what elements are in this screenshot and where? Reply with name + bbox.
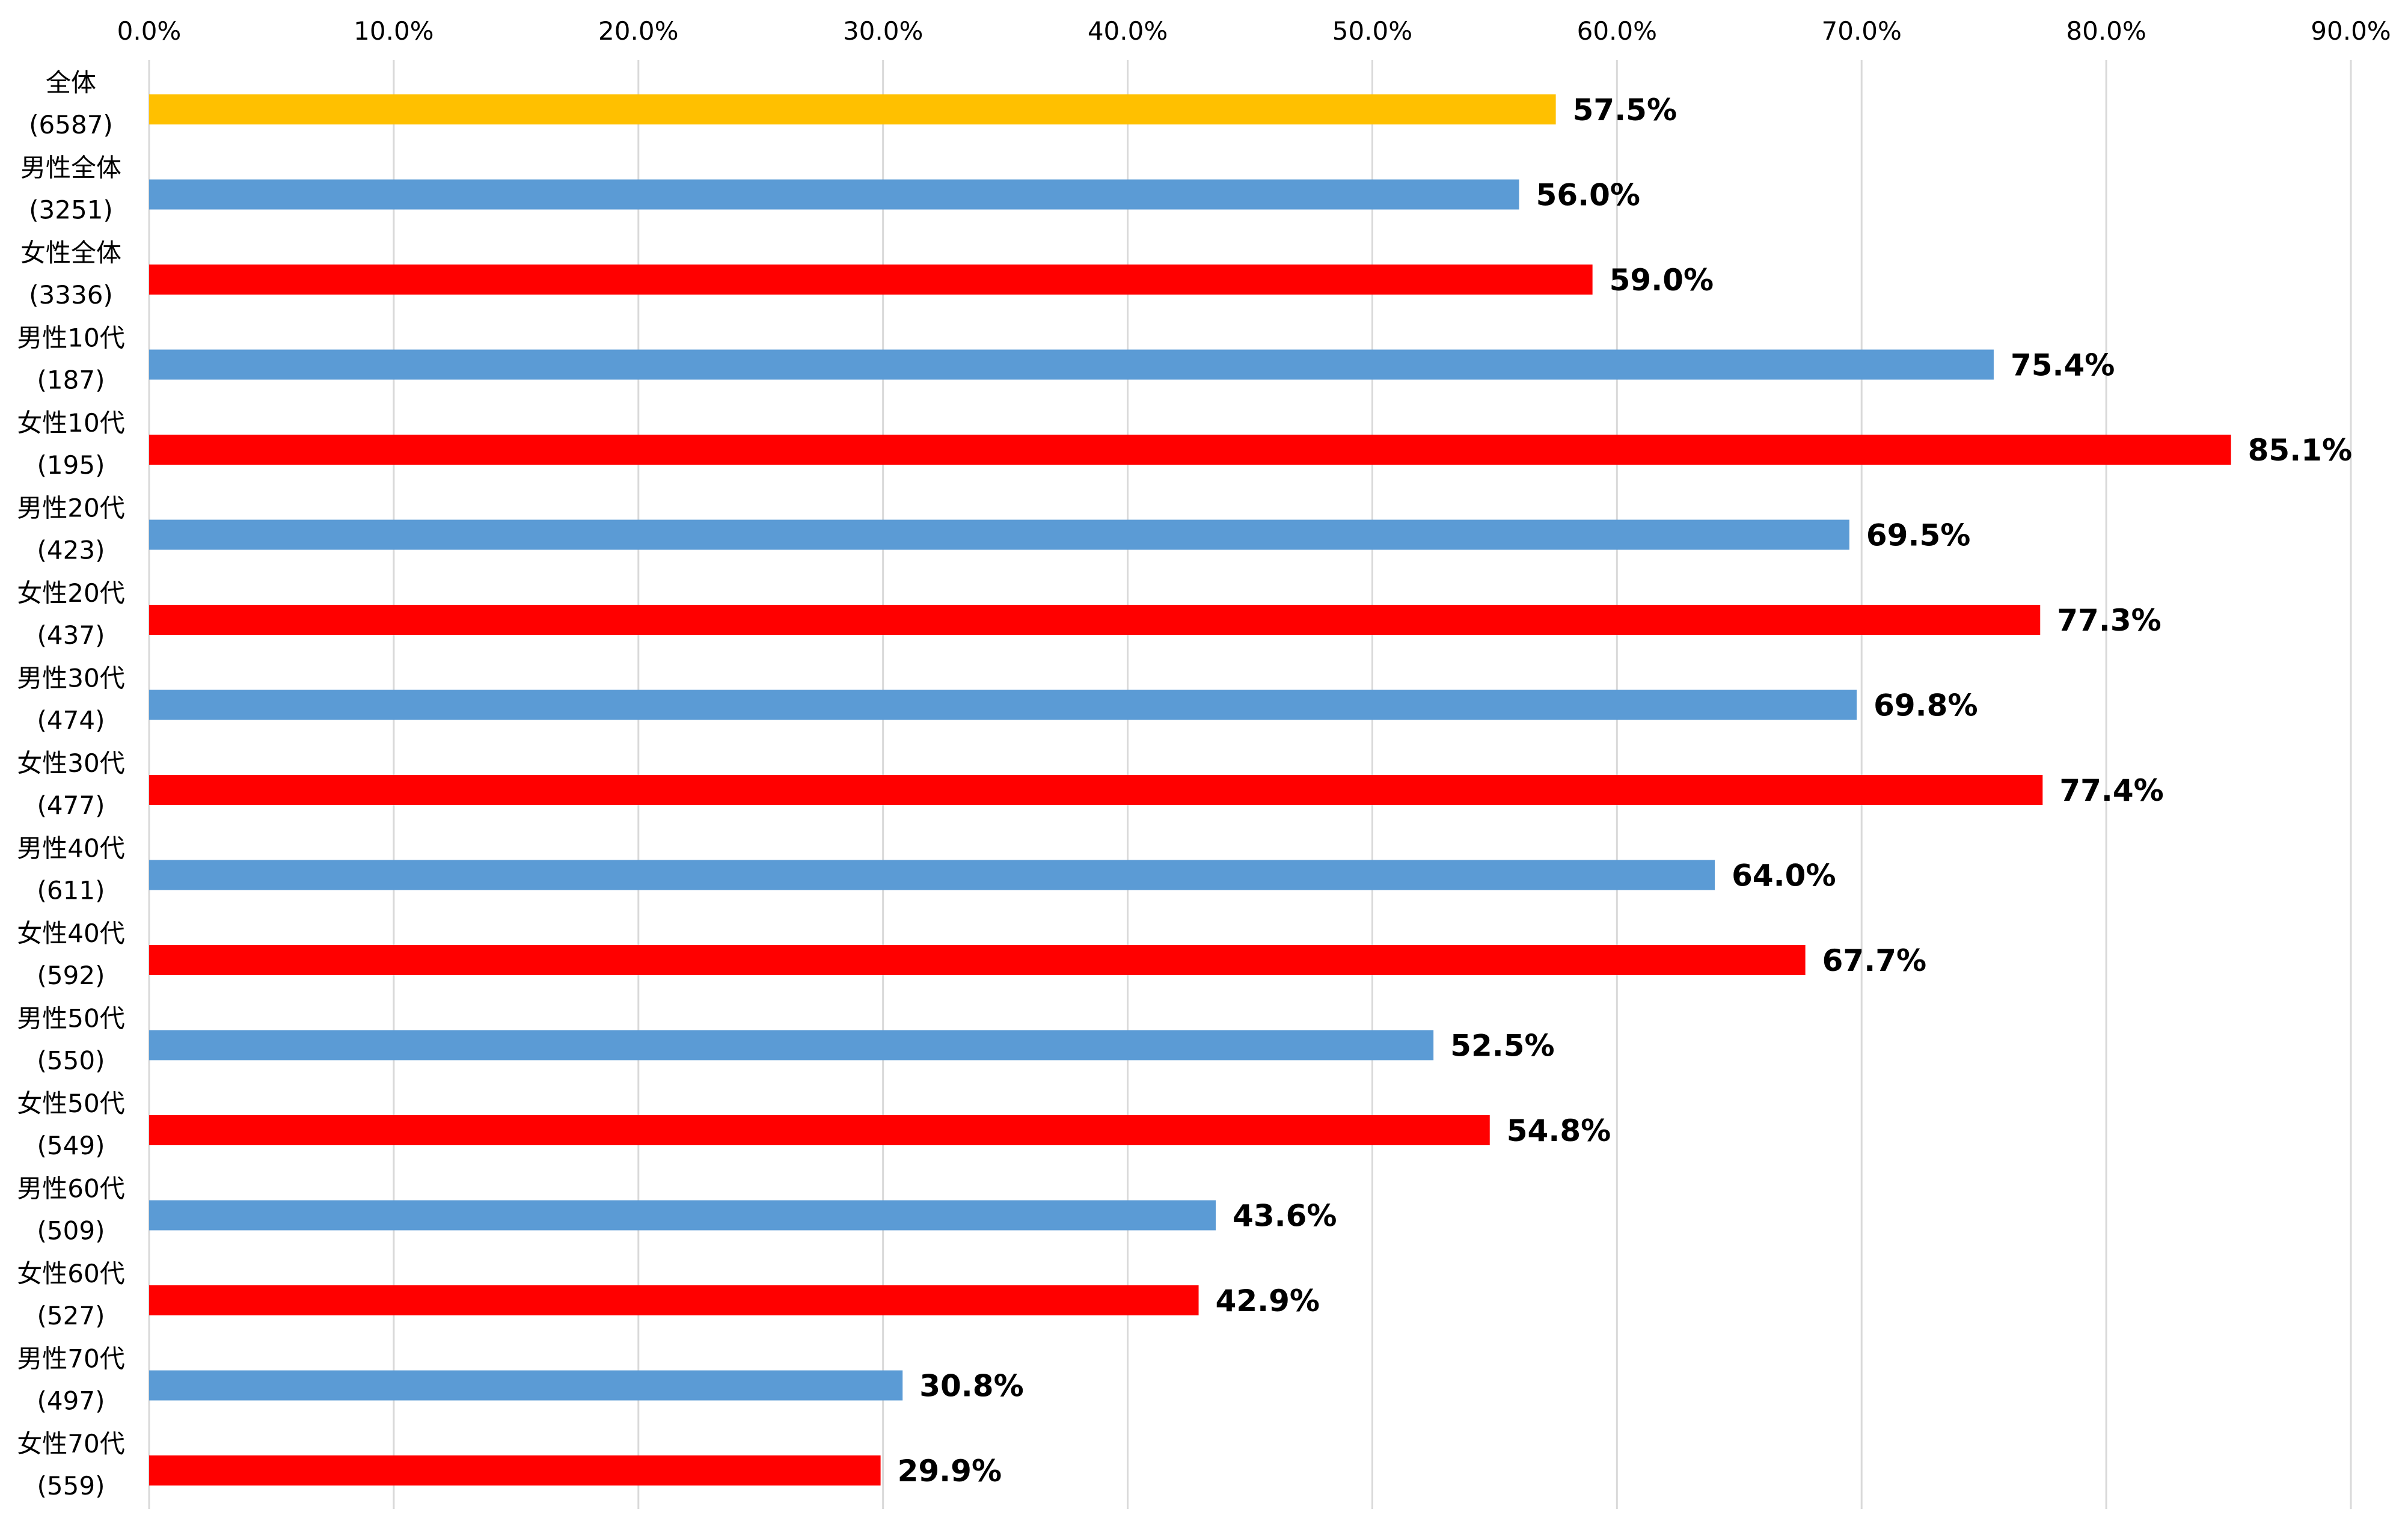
data-label: 56.0% [1536, 178, 1640, 213]
bar [149, 690, 1857, 720]
category-label: 男性30代 [17, 664, 124, 693]
category-label: 女性40代 [17, 919, 124, 948]
category-label: 男性全体 [20, 153, 121, 183]
data-label: 69.8% [1873, 688, 1978, 723]
bar [149, 349, 1994, 380]
x-tick-label: 60.0% [1577, 16, 1657, 46]
data-label: 43.6% [1233, 1199, 1337, 1234]
bar [149, 945, 1806, 975]
category-sample-size: (423) [37, 536, 105, 565]
x-tick-label: 20.0% [598, 16, 678, 46]
bar [149, 1030, 1434, 1060]
data-label: 52.5% [1450, 1029, 1554, 1063]
x-tick-label: 80.0% [2066, 16, 2146, 46]
category-sample-size: (509) [37, 1216, 105, 1246]
bar [149, 1200, 1216, 1231]
category-label: 全体 [46, 68, 96, 97]
category-sample-size: (187) [37, 366, 105, 395]
data-label: 57.5% [1573, 93, 1677, 127]
bar [149, 1115, 1490, 1145]
category-label: 女性60代 [17, 1259, 124, 1288]
category-sample-size: (497) [37, 1386, 105, 1416]
bar [149, 94, 1556, 124]
bar [149, 1455, 881, 1486]
data-label: 42.9% [1216, 1284, 1320, 1318]
bars [149, 94, 2231, 1486]
data-label: 77.4% [2059, 773, 2163, 808]
data-label: 30.8% [919, 1369, 1023, 1404]
category-label: 男性20代 [17, 494, 124, 523]
data-label: 64.0% [1732, 858, 1836, 893]
bar [149, 860, 1715, 890]
category-label: 女性50代 [17, 1089, 124, 1118]
data-label: 85.1% [2248, 433, 2352, 468]
category-sample-size: (611) [37, 876, 105, 905]
category-sample-size: (195) [37, 450, 105, 480]
category-sample-size: (559) [37, 1471, 105, 1501]
category-sample-size: (592) [37, 961, 105, 990]
bar [149, 605, 2041, 635]
data-label: 69.5% [1866, 518, 1970, 553]
category-label: 女性70代 [17, 1429, 124, 1458]
bar [149, 435, 2231, 465]
x-tick-label: 50.0% [1332, 16, 1412, 46]
category-label: 女性10代 [17, 408, 124, 438]
x-tick-label: 10.0% [354, 16, 434, 46]
category-label: 女性20代 [17, 578, 124, 608]
data-label: 54.8% [1507, 1113, 1611, 1148]
data-label: 67.7% [1822, 943, 1926, 978]
category-sample-size: (3336) [29, 280, 113, 310]
category-sample-size: (477) [37, 791, 105, 820]
x-axis-tick-labels: 0.0% 10.0% 20.0% 30.0% 40.0% 50.0% 60.0% 70.0% 8… [117, 16, 2391, 46]
bar [149, 179, 1519, 210]
category-sample-size: (527) [37, 1301, 105, 1330]
data-labels: 57.5% 56.0% 59.0% 75.4% 85.1% 69.5% 77.3% 69.8%… [898, 93, 2352, 1489]
x-tick-label: 40.0% [1088, 16, 1168, 46]
category-sample-size: (474) [37, 706, 105, 735]
category-sample-size: (3251) [29, 195, 113, 225]
category-sample-size: (549) [37, 1131, 105, 1160]
bar [149, 775, 2043, 805]
category-label: 女性30代 [17, 748, 124, 778]
data-label: 77.3% [2057, 603, 2161, 638]
x-tick-label: 30.0% [843, 16, 923, 46]
x-tick-label: 70.0% [1822, 16, 1902, 46]
bar [149, 519, 1849, 550]
bar [149, 1285, 1199, 1315]
category-label: 男性40代 [17, 834, 124, 863]
data-label: 59.0% [1610, 263, 1714, 298]
category-sample-size: (437) [37, 620, 105, 650]
category-label: 男性50代 [17, 1004, 124, 1033]
category-label: 女性全体 [20, 238, 121, 268]
bar [149, 265, 1593, 295]
category-label: 男性70代 [17, 1344, 124, 1374]
category-labels: 全体 (6587) 男性全体 (3251) 女性全体 (3336) 男性10代 (187) 女性… [17, 68, 124, 1501]
data-label: 75.4% [2011, 348, 2115, 383]
x-tick-label: 0.0% [117, 16, 182, 46]
category-label: 男性10代 [17, 323, 124, 353]
x-tick-label: 90.0% [2311, 16, 2391, 46]
category-sample-size: (6587) [29, 110, 113, 139]
category-label: 男性60代 [17, 1174, 124, 1204]
data-label: 29.9% [898, 1454, 1002, 1489]
bar [149, 1370, 903, 1401]
category-sample-size: (550) [37, 1046, 105, 1076]
